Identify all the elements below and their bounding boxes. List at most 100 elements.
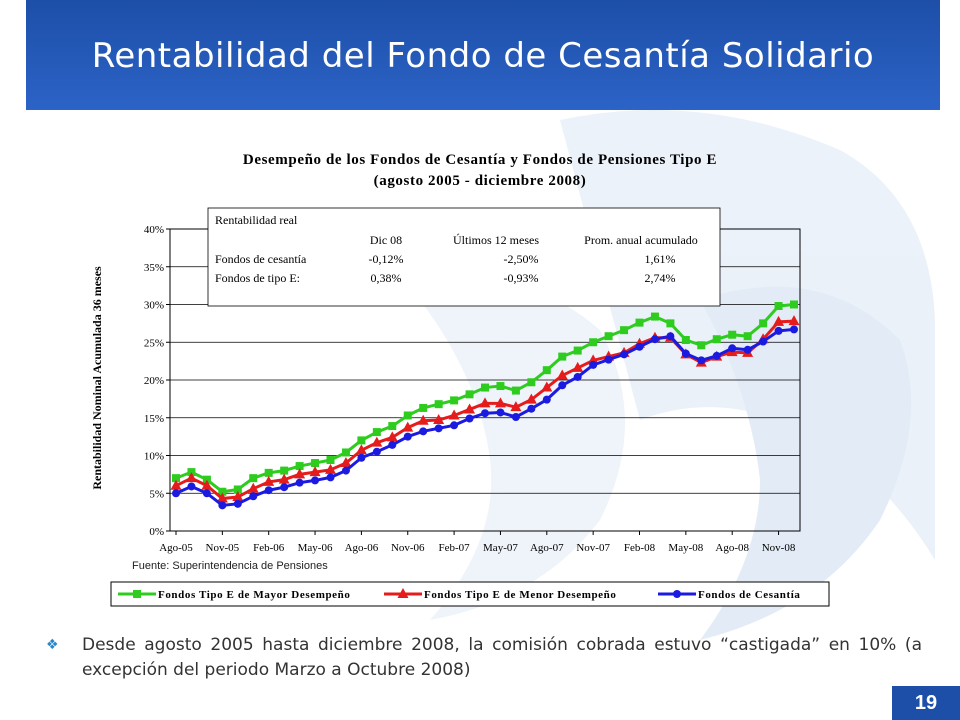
data-point xyxy=(386,431,398,442)
data-point xyxy=(604,332,613,341)
data-point xyxy=(434,400,443,409)
x-tick-label: May-07 xyxy=(483,542,518,554)
bullet-point: ❖ Desde agosto 2005 hasta diciembre 2008… xyxy=(46,633,922,683)
series-1 xyxy=(172,300,798,496)
x-tick-label: Nov-07 xyxy=(576,542,610,554)
data-point xyxy=(527,404,536,413)
y-tick-label: 25% xyxy=(144,337,164,349)
data-point xyxy=(311,459,320,468)
x-tick-label: Ago-06 xyxy=(345,542,379,554)
header-bar: Rentabilidad del Fondo de Cesantía Solid… xyxy=(26,0,940,110)
y-axis-label: Rentabilidad Nominal Acumulada 36 meses xyxy=(90,266,104,490)
data-point xyxy=(295,478,304,487)
data-point xyxy=(666,332,675,341)
data-point xyxy=(635,318,644,327)
data-point xyxy=(573,346,582,355)
legend-label: Fondos de Cesantía xyxy=(698,589,800,601)
data-point xyxy=(650,312,659,321)
info-box-cell: -2,50% xyxy=(504,252,539,266)
data-point xyxy=(728,330,737,339)
y-tick-label: 15% xyxy=(144,413,164,425)
data-point xyxy=(635,342,644,351)
data-point xyxy=(681,335,690,344)
data-point xyxy=(450,396,459,405)
chart-title: Desempeño de los Fondos de Cesantía y Fo… xyxy=(160,150,800,192)
data-point xyxy=(187,468,196,477)
data-point xyxy=(218,501,227,510)
data-point xyxy=(355,444,367,455)
data-point xyxy=(326,473,335,482)
info-box-title: Rentabilidad real xyxy=(215,213,298,227)
data-point xyxy=(527,378,536,387)
legend-label: Fondos Tipo E de Mayor Desempeño xyxy=(158,589,350,601)
data-point xyxy=(218,487,227,496)
data-point xyxy=(589,360,598,369)
data-point xyxy=(774,302,783,311)
data-point xyxy=(278,473,290,484)
x-tick-label: Feb-07 xyxy=(439,542,471,554)
data-point xyxy=(481,383,489,392)
legend-item-2: Fondos Tipo E de Menor Desempeño xyxy=(384,588,616,601)
x-tick-label: May-08 xyxy=(668,542,703,554)
data-point xyxy=(481,409,489,418)
data-point xyxy=(465,414,474,423)
info-box-row-label: Fondos de tipo E: xyxy=(215,271,300,285)
y-tick-label: 5% xyxy=(149,488,164,500)
data-point xyxy=(759,337,768,346)
info-box-cell: 1,61% xyxy=(645,252,676,266)
x-tick-label: Nov-08 xyxy=(762,542,796,554)
info-box-cell: -0,93% xyxy=(504,271,539,285)
data-point xyxy=(216,492,228,503)
y-tick-label: 40% xyxy=(144,224,164,236)
data-point xyxy=(295,462,304,471)
data-point xyxy=(558,352,567,361)
data-point xyxy=(185,472,197,483)
data-point xyxy=(572,361,584,372)
x-tick-label: May-06 xyxy=(298,542,333,554)
page-title: Rentabilidad del Fondo de Cesantía Solid… xyxy=(91,36,875,76)
data-point xyxy=(372,428,381,437)
data-point xyxy=(743,332,752,341)
data-point xyxy=(403,432,412,441)
y-tick-label: 30% xyxy=(144,300,164,312)
x-tick-label: Nov-05 xyxy=(206,542,240,554)
series-layer xyxy=(170,300,800,510)
chart-title-line1: Desempeño de los Fondos de Cesantía y Fo… xyxy=(242,152,718,168)
data-point xyxy=(341,448,350,457)
legend-marker xyxy=(397,588,409,598)
data-point xyxy=(589,338,598,347)
data-point xyxy=(402,421,414,432)
x-tick-label: Feb-06 xyxy=(253,542,285,554)
data-point xyxy=(712,335,721,344)
data-point xyxy=(249,492,258,501)
data-point xyxy=(620,350,629,359)
legend-marker xyxy=(133,590,141,598)
data-point xyxy=(542,395,551,404)
legend-frame xyxy=(110,581,830,607)
data-point xyxy=(201,479,213,490)
data-point xyxy=(604,355,613,364)
data-point xyxy=(712,351,721,360)
data-point xyxy=(170,479,182,490)
data-point xyxy=(697,356,706,365)
x-tick-label: Nov-06 xyxy=(391,542,425,554)
y-tick-label: 35% xyxy=(144,262,164,274)
data-point xyxy=(372,447,381,456)
data-point xyxy=(434,424,443,433)
data-point xyxy=(433,414,445,425)
y-tick-label: 0% xyxy=(149,526,164,538)
y-tick-label: 20% xyxy=(144,375,164,387)
chart-title-line2: (agosto 2005 - diciembre 2008) xyxy=(373,173,587,189)
data-point xyxy=(263,475,275,486)
y-tick-label: 10% xyxy=(144,451,164,463)
data-point xyxy=(388,422,397,431)
data-point xyxy=(587,354,599,365)
x-tick-label: Ago-08 xyxy=(715,542,749,554)
data-point xyxy=(620,326,629,335)
data-point xyxy=(448,409,460,420)
data-point xyxy=(371,436,383,447)
data-point xyxy=(294,468,306,479)
info-box-col-header: Prom. anual acumulado xyxy=(584,233,698,247)
data-point xyxy=(788,315,800,326)
legend-item-1: Fondos Tipo E de Mayor Desempeño xyxy=(118,589,350,601)
